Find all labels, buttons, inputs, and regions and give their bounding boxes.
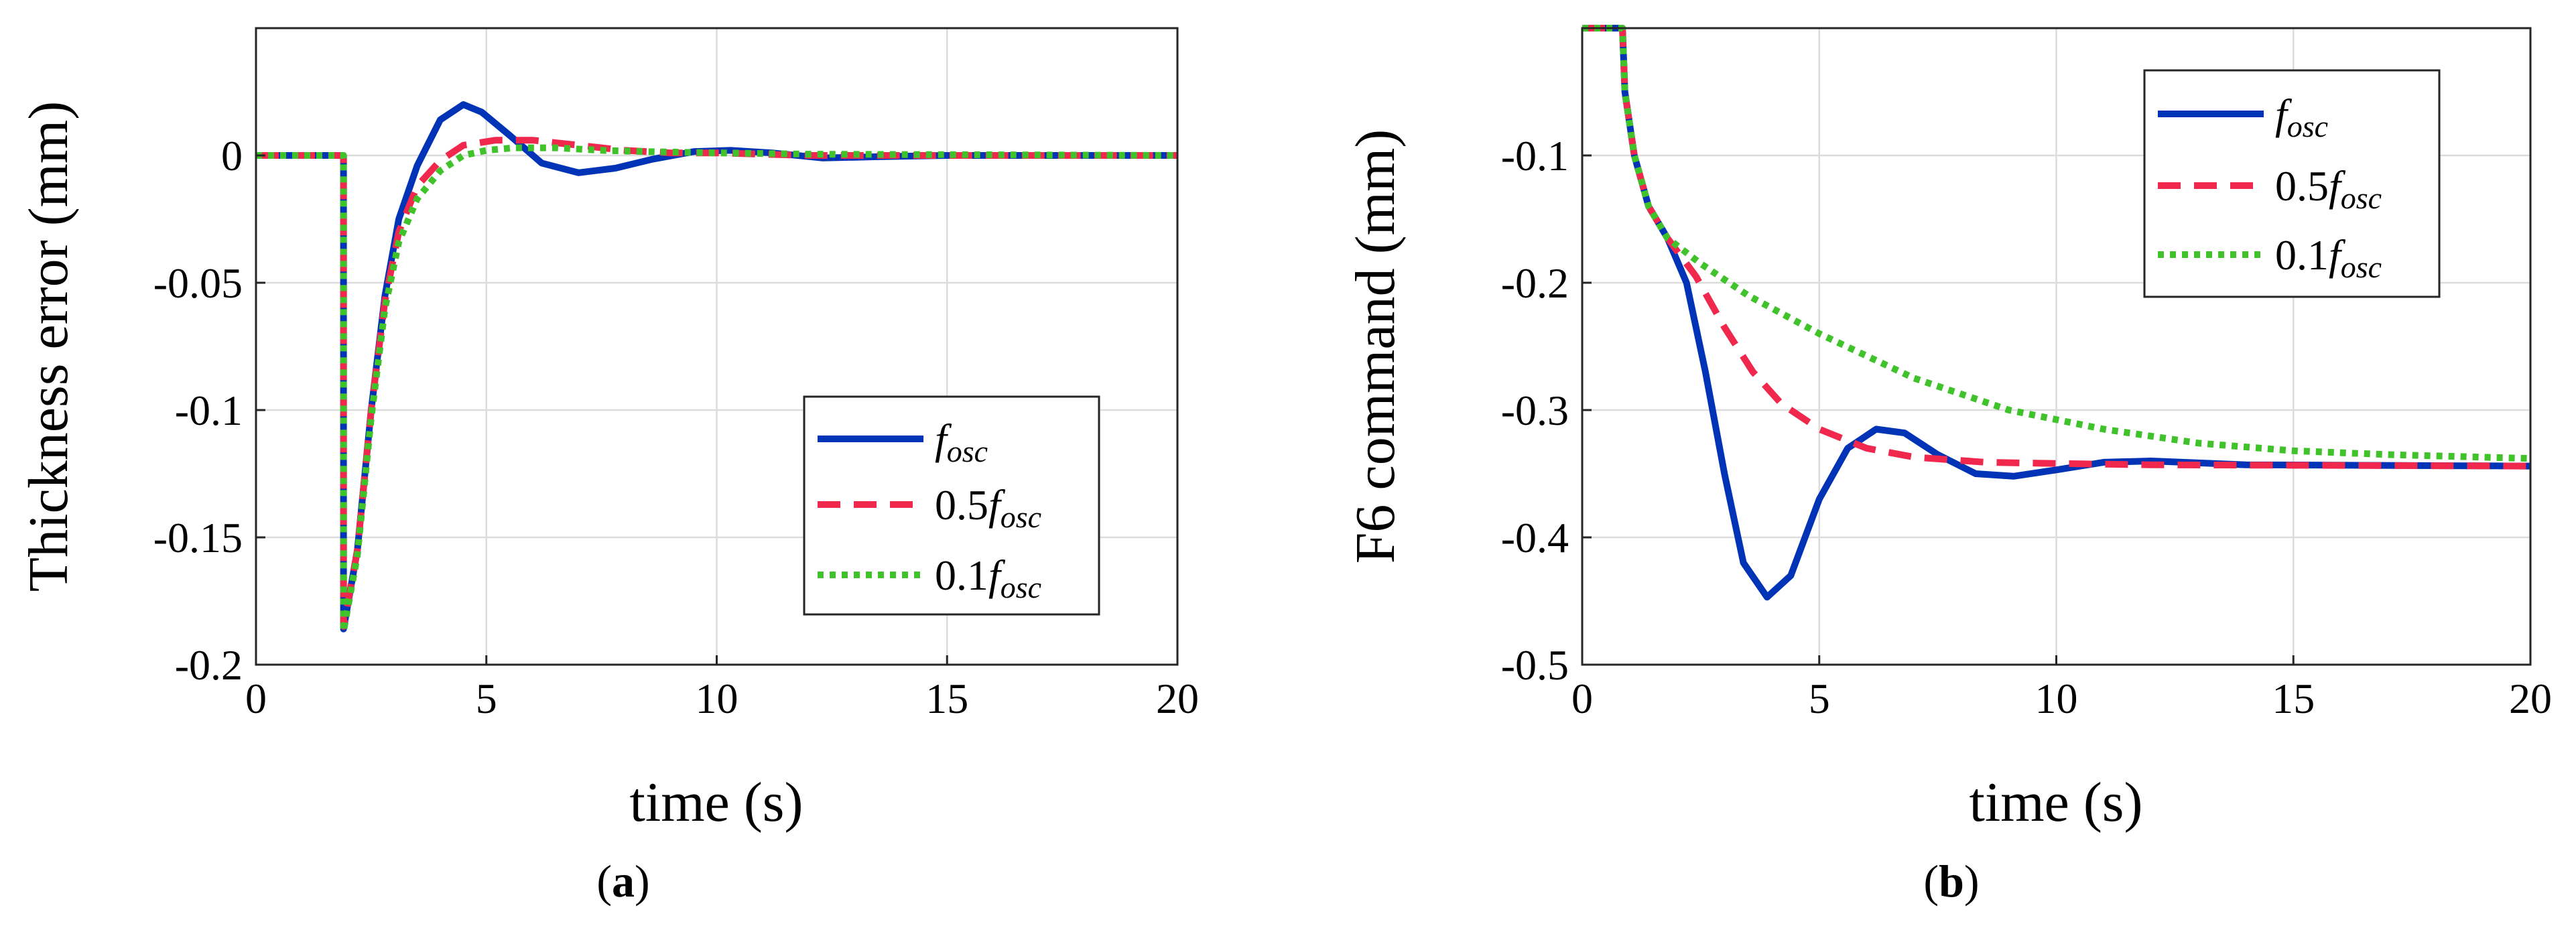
panel-b-ytick-label-3: -0.4 [1501,514,1569,561]
panel-b-xtick-label-3: 15 [2272,675,2315,722]
panel-b-legend-label-half-f-osc: 0.5fosc [2275,162,2382,215]
panel-a-xtick-label-1: 5 [476,675,497,722]
panel-b-legend-box [2143,69,2441,298]
panel-a-xtick-label-2: 10 [696,675,738,722]
panel-a-xtick-label-3: 15 [925,675,968,722]
panel-a-xlabel: time (s) [630,771,803,834]
panel-b-legend: fosc 0.5fosc 0.1fosc [2143,69,2441,298]
panel-a-ytick-label-2: -0.1 [175,387,243,434]
panel-b-ticks: 0 5 10 15 20 -0.1 -0.2 -0.3 -0.4 -0.5 [1501,132,2552,722]
panel-b-series [1582,25,2531,601]
panel-b-ylabel: F6 command (mm) [1344,129,1407,564]
panel-b-caption: (b) [1923,856,1979,907]
panel-a-legend-label-half-f-osc: 0.5fosc [935,481,1041,534]
panel-a-ytick-label-4: -0.2 [175,641,243,689]
panel-b-ytick-label-2: -0.3 [1501,387,1569,434]
panel-b-xtick-label-1: 5 [1809,675,1830,722]
panel-a-caption: (a) [596,856,649,907]
panel-b-ytick-label-1: -0.2 [1501,259,1569,307]
panel-a-legend: fosc 0.5fosc 0.1fosc [803,395,1100,616]
panel-b-series-f-osc [1582,25,2531,601]
panel-b-ytick-label-0: -0.1 [1501,132,1569,180]
panel-b-legend-label-tenth-f-osc: 0.1fosc [2275,231,2382,284]
panel-a-legend-label-f-osc: fosc [935,415,988,468]
panel-b-series-tenth-f-osc [1582,25,2531,462]
panel-b-ytick-label-4: -0.5 [1501,641,1569,689]
panel-a-series-tenth-f-osc [256,144,1178,635]
panel-a-legend-label-tenth-f-osc: 0.1fosc [935,551,1041,604]
panel-b-f6-command-chart: 0 5 10 15 20 -0.1 -0.2 -0.3 -0.4 -0.5 time (s) F6… [1344,25,2552,907]
panel-b-legend-label-f-osc: fosc [2275,90,2328,143]
panel-b-xtick-label-2: 10 [2035,675,2078,722]
panel-a-ytick-label-3: -0.15 [153,514,243,561]
panel-a-ylabel: Thickness error (mm) [17,101,80,592]
panel-b-xtick-label-4: 20 [2509,675,2552,722]
panel-a-ytick-label-0: 0 [221,132,243,180]
panel-a-ticks: 0 5 10 15 20 0 -0.05 -0.1 -0.15 -0.2 [153,132,1199,722]
panel-a-series [256,101,1178,635]
panel-b-xlabel: time (s) [1970,771,2143,834]
panel-a-xtick-label-0: 0 [245,675,267,722]
panel-b-xtick-label-0: 0 [1571,675,1593,722]
panel-a-xtick-label-4: 20 [1156,675,1199,722]
panel-a-ytick-label-1: -0.05 [153,259,243,307]
panel-a-thickness-error-chart: 0 5 10 15 20 0 -0.05 -0.1 -0.15 -0.2 time (s) Thi… [17,27,1199,907]
panel-a-legend-box [803,395,1100,616]
